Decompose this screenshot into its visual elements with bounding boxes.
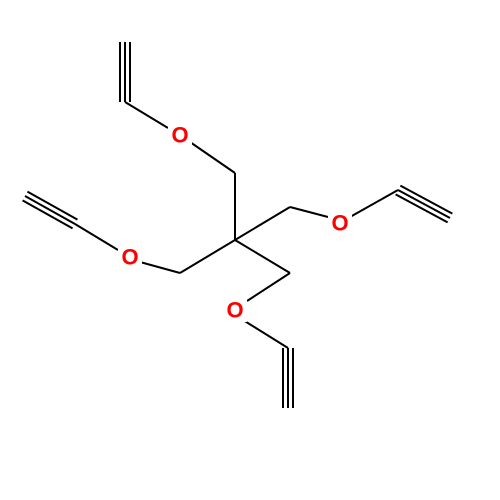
atom-label-O: O [121,245,138,270]
atom-label-O: O [226,298,243,323]
atom-label-O: O [331,211,348,236]
molecule-diagram: O O O O [0,0,500,500]
atom-label-O: O [171,123,188,148]
